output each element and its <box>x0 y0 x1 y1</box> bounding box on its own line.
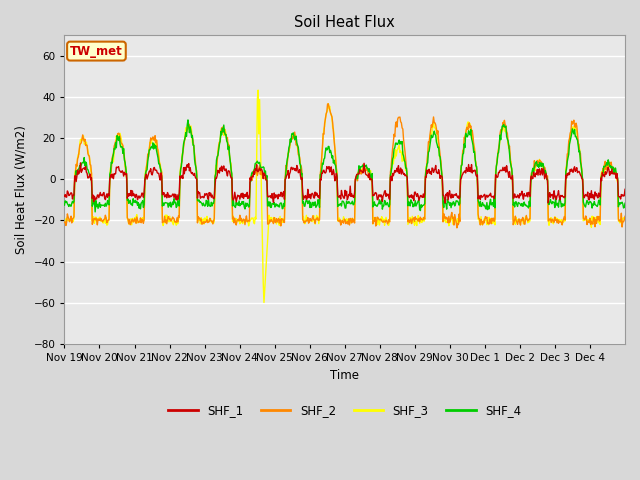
SHF_4 <box>621 200 629 206</box>
SHF_4 <box>184 117 192 123</box>
X-axis label: Time: Time <box>330 369 359 382</box>
Legend: SHF_1, SHF_2, SHF_3, SHF_4: SHF_1, SHF_2, SHF_3, SHF_4 <box>163 399 526 421</box>
SHF_3 <box>229 213 237 219</box>
Line: SHF_3: SHF_3 <box>65 90 625 302</box>
SHF_2 <box>257 168 265 174</box>
SHF_4 <box>92 209 99 215</box>
SHF_3 <box>254 87 262 93</box>
SHF_3 <box>258 207 266 213</box>
SHF_1 <box>279 191 287 196</box>
Line: SHF_2: SHF_2 <box>65 104 625 228</box>
Line: SHF_1: SHF_1 <box>65 163 625 203</box>
SHF_1 <box>61 193 68 199</box>
SHF_1 <box>621 186 629 192</box>
SHF_2 <box>229 214 237 220</box>
SHF_4 <box>404 203 412 209</box>
SHF_2 <box>403 174 411 180</box>
SHF_3 <box>126 216 134 222</box>
SHF_3 <box>61 216 68 221</box>
SHF_1 <box>403 175 411 180</box>
SHF_1 <box>127 188 135 193</box>
SHF_4 <box>231 204 239 209</box>
SHF_2 <box>324 101 332 107</box>
Text: TW_met: TW_met <box>70 45 123 58</box>
SHF_3 <box>621 216 629 221</box>
SHF_2 <box>621 214 629 219</box>
SHF_4 <box>61 202 68 208</box>
SHF_3 <box>280 216 287 222</box>
SHF_3 <box>436 153 444 159</box>
SHF_2 <box>435 139 442 144</box>
SHF_1 <box>230 195 238 201</box>
SHF_4 <box>259 165 266 170</box>
SHF_1 <box>435 167 442 173</box>
SHF_2 <box>453 225 461 231</box>
SHF_4 <box>436 153 444 158</box>
SHF_3 <box>260 300 268 305</box>
Title: Soil Heat Flux: Soil Heat Flux <box>294 15 395 30</box>
SHF_1 <box>442 200 449 206</box>
Line: SHF_4: SHF_4 <box>65 120 625 212</box>
SHF_1 <box>258 167 266 173</box>
SHF_4 <box>280 201 287 206</box>
SHF_3 <box>404 222 412 228</box>
SHF_4 <box>127 202 135 207</box>
SHF_1 <box>77 160 84 166</box>
Y-axis label: Soil Heat Flux (W/m2): Soil Heat Flux (W/m2) <box>15 125 28 254</box>
SHF_2 <box>126 222 134 228</box>
SHF_2 <box>278 216 286 222</box>
SHF_2 <box>61 219 68 225</box>
